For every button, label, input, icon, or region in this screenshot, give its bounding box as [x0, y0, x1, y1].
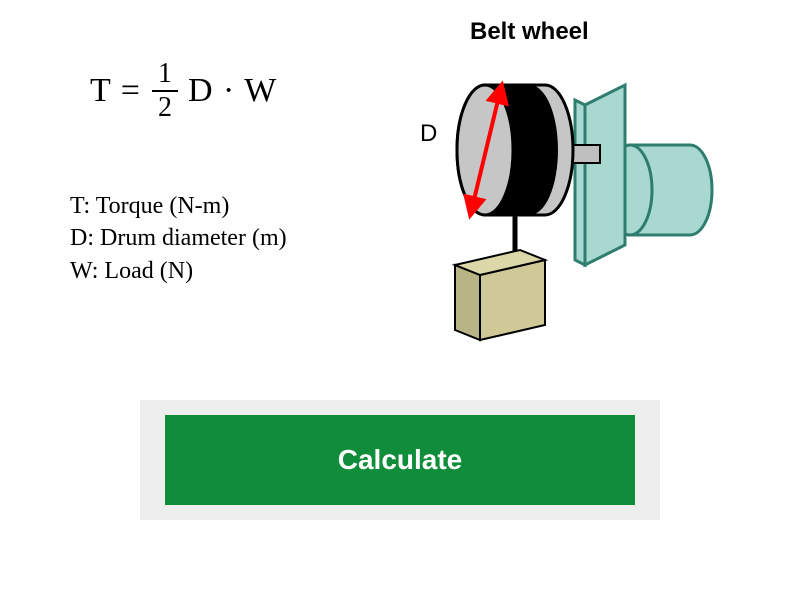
definition-w: W: Load (N): [70, 255, 287, 287]
torque-formula: T = 1 2 D · W: [90, 60, 277, 122]
plate-front: [585, 85, 625, 265]
drum: [457, 85, 573, 215]
belt-drum-diagram: [400, 50, 730, 350]
calculate-button[interactable]: Calculate: [165, 415, 635, 505]
load-box: [455, 250, 545, 340]
formula-eq: =: [121, 72, 140, 110]
variable-definitions: T: Torque (N-m) D: Drum diameter (m) W: …: [70, 190, 287, 287]
formula-denominator: 2: [152, 92, 178, 122]
button-row: Calculate: [140, 400, 660, 520]
mounting-plate: [575, 85, 625, 265]
formula-numerator: 1: [152, 60, 178, 90]
formula-rhs: D · W: [188, 72, 277, 110]
definition-t: T: Torque (N-m): [70, 190, 287, 222]
box-left: [455, 265, 480, 340]
calculate-button-label: Calculate: [338, 444, 463, 476]
formula-lhs: T: [90, 72, 111, 110]
definition-d: D: Drum diameter (m): [70, 222, 287, 254]
page: T = 1 2 D · W T: Torque (N-m) D: Drum di…: [0, 0, 800, 607]
diagram-title: Belt wheel: [470, 18, 589, 46]
formula-fraction: 1 2: [152, 60, 178, 122]
